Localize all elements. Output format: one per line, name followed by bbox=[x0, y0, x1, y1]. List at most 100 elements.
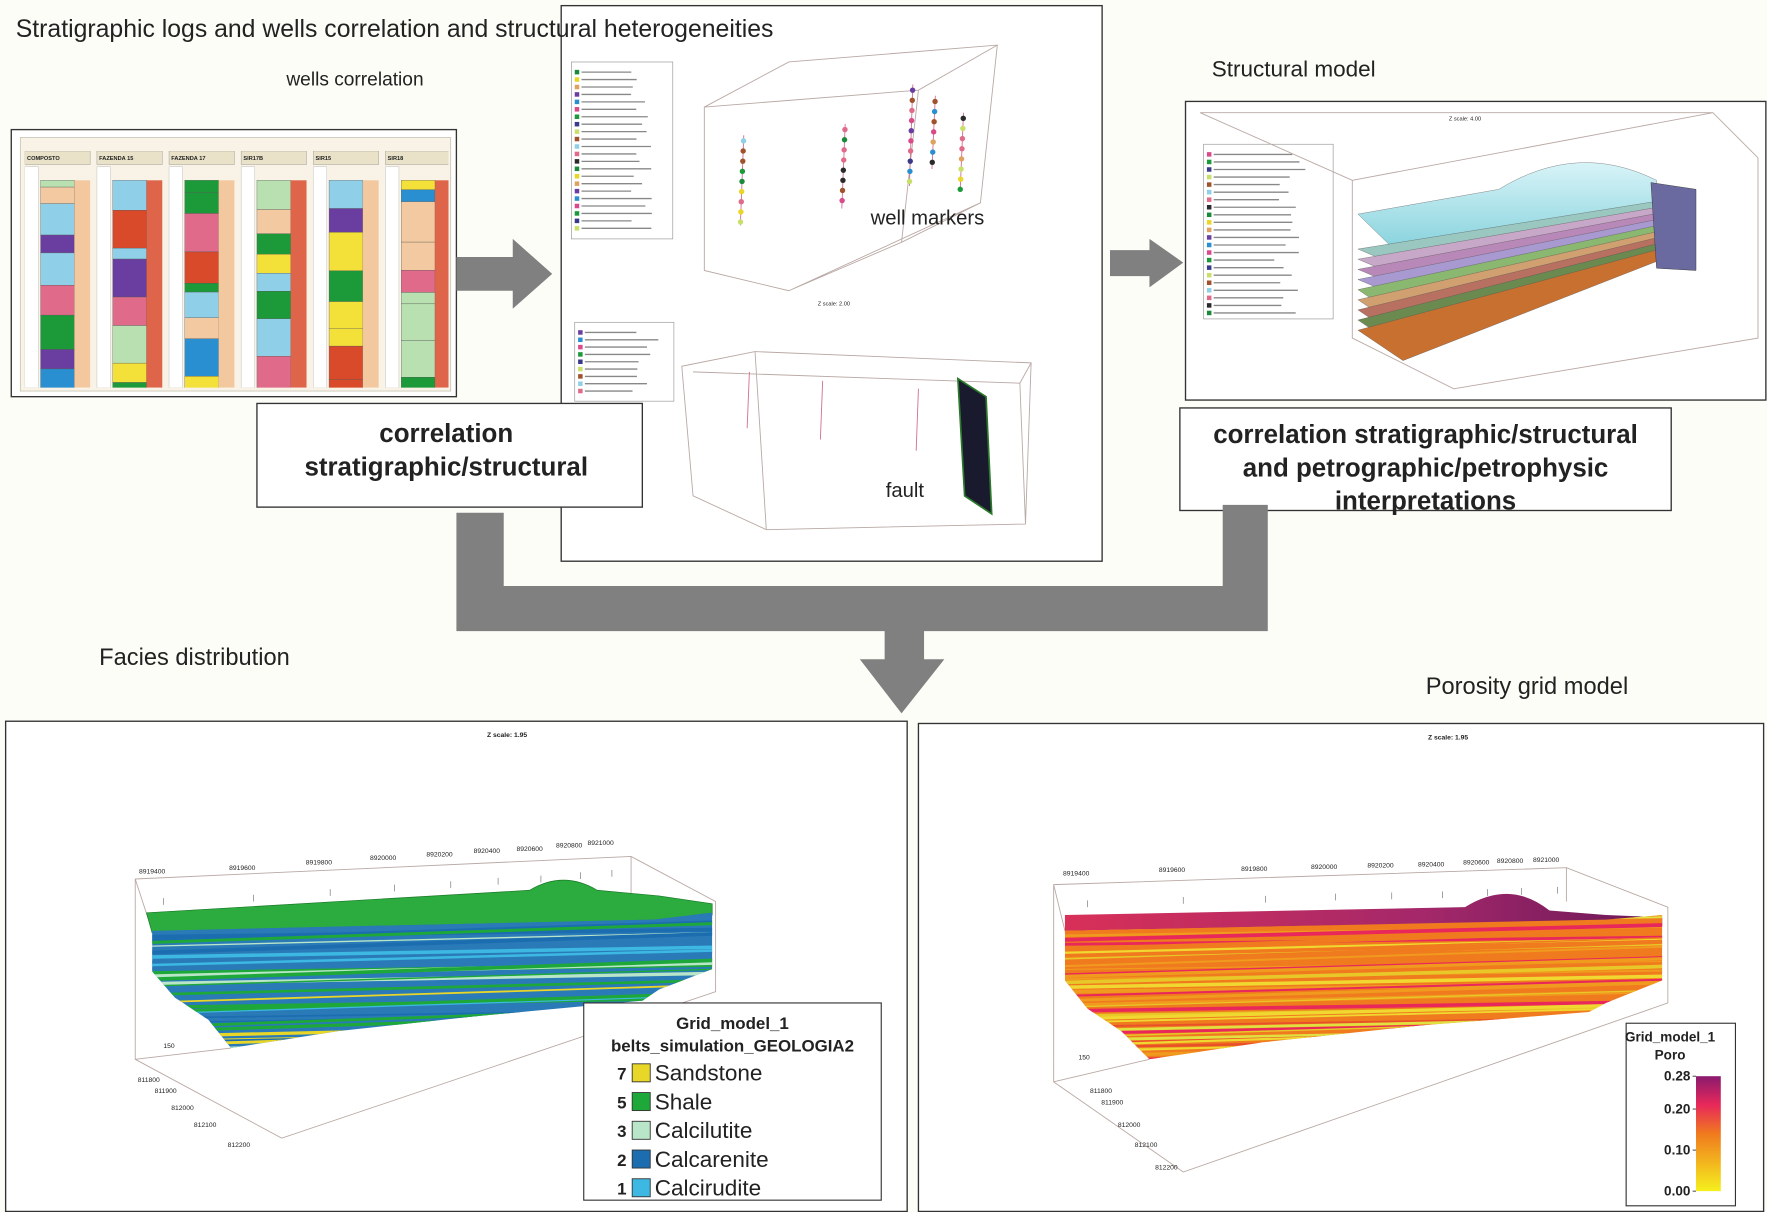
lithology-block bbox=[41, 349, 75, 368]
well-marker bbox=[960, 126, 965, 131]
arrow bbox=[1110, 239, 1183, 287]
lithology-block bbox=[401, 270, 435, 292]
legend-title: belts_simulation_GEOLOGIA2 bbox=[611, 1036, 854, 1055]
x-tick-label: 8919400 bbox=[1063, 871, 1090, 878]
side-tick-label: 150 bbox=[163, 1043, 175, 1050]
fault-label: fault bbox=[886, 480, 925, 502]
well-marker bbox=[931, 129, 936, 134]
facies-code: 3 bbox=[617, 1122, 626, 1141]
well-name: SIR17B bbox=[243, 156, 263, 162]
well-marker bbox=[959, 146, 964, 151]
legend-swatch bbox=[1207, 258, 1212, 263]
well-marker bbox=[738, 219, 743, 224]
legend-swatch bbox=[575, 77, 580, 82]
facies-swatch bbox=[632, 1150, 650, 1168]
x-tick-label: 8919600 bbox=[229, 865, 256, 872]
legend-swatch bbox=[575, 167, 580, 172]
lithology-block bbox=[185, 192, 219, 213]
facies-code: 1 bbox=[617, 1180, 626, 1199]
legend-title: Grid_model_1 bbox=[1625, 1029, 1716, 1044]
legend-swatch bbox=[1207, 228, 1212, 233]
side-tick-label: 812000 bbox=[1118, 1122, 1141, 1129]
lithology-block bbox=[113, 180, 147, 210]
lithology-block bbox=[113, 363, 147, 382]
facies-code: 7 bbox=[617, 1065, 626, 1084]
well-marker bbox=[841, 157, 846, 162]
depth-track bbox=[97, 167, 111, 388]
well-marker bbox=[908, 148, 913, 153]
lithology-block bbox=[329, 209, 363, 233]
x-tick-label: 8919800 bbox=[1241, 866, 1268, 873]
legend-swatch bbox=[575, 219, 580, 224]
legend-swatch bbox=[1207, 243, 1212, 248]
x-tick-label: 8920800 bbox=[556, 842, 583, 849]
well-marker bbox=[909, 118, 914, 123]
lithology-block bbox=[185, 283, 219, 292]
log-track bbox=[219, 180, 235, 387]
facies-swatch bbox=[632, 1064, 650, 1082]
legend-swatch bbox=[1207, 167, 1212, 172]
well-marker bbox=[839, 198, 844, 203]
x-tick-label: 8920000 bbox=[1311, 864, 1338, 871]
wells-correlation-label: wells correlation bbox=[285, 70, 423, 91]
well-marker bbox=[739, 199, 744, 204]
well-marker bbox=[907, 169, 912, 174]
well-marker bbox=[909, 128, 914, 133]
side-tick-label: 812100 bbox=[194, 1122, 217, 1129]
legend-swatch bbox=[578, 330, 583, 335]
legend-swatch bbox=[578, 359, 583, 364]
log-track bbox=[291, 180, 307, 387]
lithology-block bbox=[41, 204, 75, 235]
colorbar-label: 0.00 bbox=[1664, 1184, 1690, 1199]
lithology-block bbox=[329, 346, 363, 380]
well-marker bbox=[841, 147, 846, 152]
well-marker bbox=[740, 158, 745, 163]
legend-swatch bbox=[1207, 265, 1212, 270]
lithology-block bbox=[185, 292, 219, 318]
legend-swatch bbox=[578, 389, 583, 394]
legend-swatch bbox=[575, 107, 580, 112]
legend-swatch bbox=[575, 181, 580, 186]
arrow bbox=[456, 239, 552, 309]
well-marker bbox=[842, 137, 847, 142]
lithology-block bbox=[257, 254, 291, 273]
structural-model-title: Structural model bbox=[1212, 57, 1376, 82]
lithology-block bbox=[41, 187, 75, 204]
box-line: interpretations bbox=[1335, 487, 1516, 515]
legend-swatch bbox=[578, 367, 583, 372]
legend-swatch bbox=[1207, 273, 1212, 278]
well-marker bbox=[741, 138, 746, 143]
side-tick-label: 811800 bbox=[138, 1077, 160, 1084]
lithology-block bbox=[113, 248, 147, 259]
legend-swatch bbox=[575, 100, 580, 105]
z-scale: Z scale: 2.00 bbox=[818, 301, 850, 307]
well-marker bbox=[842, 127, 847, 132]
box-line: and petrographic/petrophysic bbox=[1243, 455, 1609, 483]
side-tick-label: 811800 bbox=[1090, 1088, 1112, 1095]
x-tick-label: 8920200 bbox=[426, 851, 453, 858]
log-track bbox=[363, 180, 379, 387]
x-tick-label: 8920400 bbox=[474, 848, 501, 855]
well-markers-label: well markers bbox=[870, 207, 985, 229]
side-tick-label: 811900 bbox=[155, 1088, 177, 1095]
x-tick-label: 8920800 bbox=[1497, 858, 1524, 865]
legend-swatch bbox=[575, 85, 580, 90]
lithology-block bbox=[257, 356, 291, 392]
box-line: correlation stratigraphic/structural bbox=[1213, 421, 1638, 449]
well-marker bbox=[959, 156, 964, 161]
lithology-block bbox=[41, 253, 75, 285]
legend-swatch bbox=[575, 174, 580, 179]
depth-track bbox=[385, 167, 399, 388]
z-scale: Z scale: 1.95 bbox=[487, 732, 527, 739]
lithology-block bbox=[329, 328, 363, 346]
legend-swatch bbox=[575, 189, 580, 194]
legend-box bbox=[571, 62, 672, 239]
facies-name: Calcirudite bbox=[655, 1176, 761, 1201]
well-marker bbox=[739, 179, 744, 184]
depth-track bbox=[169, 167, 183, 388]
lithology-block bbox=[329, 302, 363, 329]
color-bar bbox=[1696, 1076, 1721, 1191]
well-marker bbox=[908, 138, 913, 143]
z-scale: Z scale: 1.95 bbox=[1428, 734, 1468, 741]
legend-swatch bbox=[1207, 175, 1212, 180]
